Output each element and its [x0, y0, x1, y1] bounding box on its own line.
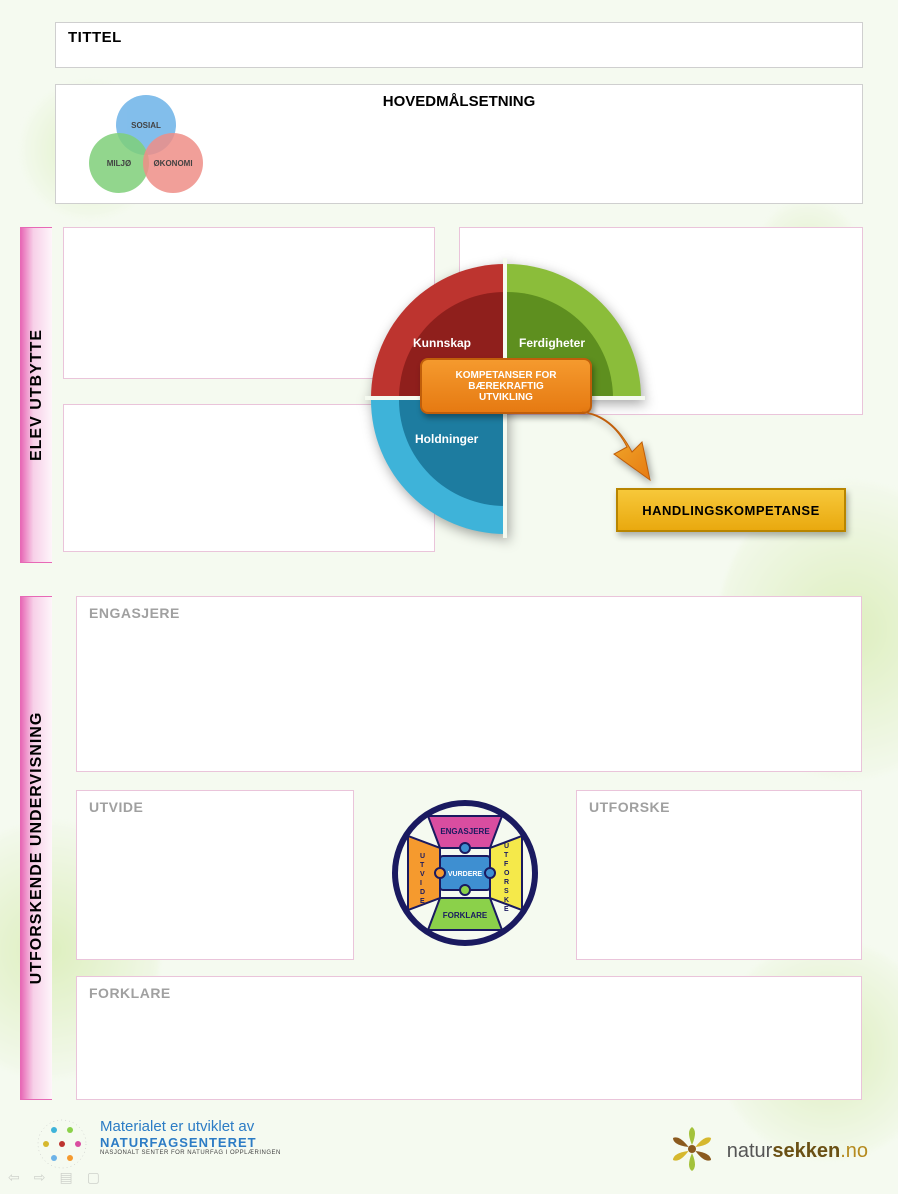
footer-left: Materialet er utviklet av NATURFAGSENTER… — [36, 1118, 281, 1170]
ns-natur: natur — [727, 1140, 773, 1162]
venn-okonomi-label: ØKONOMI — [153, 159, 192, 168]
naturfagsenteret-logo-icon — [36, 1118, 88, 1170]
svg-text:I: I — [420, 880, 422, 887]
five-e-puzzle: ENGASJERE FORKLARE VURDERE U T V I D E U… — [390, 798, 540, 948]
utforske-panel: UTFORSKE — [576, 790, 862, 960]
engasjere-panel: ENGASJERE — [76, 596, 862, 772]
forklare-title: FORKLARE — [77, 977, 861, 1009]
naturfagsenteret-logo: NATURFAGSENTERET NASJONALT SENTER FOR NA… — [100, 1135, 281, 1156]
natursekken-flower-icon — [667, 1124, 717, 1179]
hovedmal-panel: HOVEDMÅLSETNING SOSIAL MILJØ ØKONOMI — [55, 84, 863, 204]
tittel-label: TITTEL — [56, 23, 862, 52]
svg-text:E: E — [504, 906, 509, 913]
venn-okonomi: ØKONOMI — [143, 133, 203, 193]
badge-line1: KOMPETANSER FOR — [456, 370, 557, 381]
venn-miljo: MILJØ — [89, 133, 149, 193]
tab-utforskende-label: UTFORSKENDE UNDERVISNING — [28, 712, 46, 985]
ns-no: .no — [840, 1140, 868, 1162]
puzzle-center-label: VURDERE — [448, 871, 483, 878]
natursekken-text: natursekken.no — [727, 1140, 868, 1163]
footer-right: natursekken.no — [667, 1124, 868, 1179]
tab-utforskende: UTFORSKENDE UNDERVISNING — [20, 596, 52, 1100]
venn-sosial-label: SOSIAL — [131, 121, 161, 130]
badge-line3: UTVIKLING — [456, 392, 557, 403]
venn-miljo-label: MILJØ — [107, 159, 131, 168]
utvide-panel: UTVIDE — [76, 790, 354, 960]
engasjere-title: ENGASJERE — [77, 597, 861, 629]
svg-text:U: U — [420, 853, 425, 860]
pie-label-kunnskap: Kunnskap — [413, 336, 471, 350]
puzzle-top-label: ENGASJERE — [440, 827, 490, 836]
naturfagsenteret-sub: NASJONALT SENTER FOR NATURFAG I OPPLÆRIN… — [100, 1150, 281, 1156]
svg-text:T: T — [420, 862, 425, 869]
competence-badge: KOMPETANSER FOR BÆREKRAFTIG UTVIKLING — [420, 358, 592, 414]
menu-icon[interactable]: ▤ — [59, 1169, 72, 1186]
svg-text:K: K — [504, 897, 509, 904]
venn-diagram: SOSIAL MILJØ ØKONOMI — [71, 91, 221, 201]
svg-text:O: O — [504, 870, 510, 877]
next-icon[interactable]: ⇨ — [34, 1169, 46, 1186]
ns-sekken: sekken — [772, 1140, 840, 1162]
svg-text:V: V — [420, 871, 425, 878]
puzzle-bottom-label: FORKLARE — [443, 911, 488, 920]
arrow-icon — [572, 402, 662, 492]
svg-text:D: D — [420, 889, 425, 896]
utforske-title: UTFORSKE — [577, 791, 861, 823]
svg-text:F: F — [504, 861, 509, 868]
developed-by-text: Materialet er utviklet av — [100, 1118, 281, 1135]
svg-text:U: U — [504, 843, 509, 850]
utvide-title: UTVIDE — [77, 791, 353, 823]
tab-elev-utbytte-label: ELEV UTBYTTE — [28, 329, 46, 461]
slide-toolbar: ⇦ ⇨ ▤ ▢ — [8, 1169, 100, 1186]
forklare-panel: FORKLARE — [76, 976, 862, 1100]
tittel-panel: TITTEL — [55, 22, 863, 68]
svg-text:R: R — [504, 879, 509, 886]
pie-label-holdninger: Holdninger — [415, 432, 478, 446]
naturfagsenteret-name: NATURFAGSENTERET — [100, 1135, 281, 1150]
svg-text:E: E — [420, 898, 425, 905]
tab-elev-utbytte: ELEV UTBYTTE — [20, 227, 52, 563]
svg-text:T: T — [504, 852, 509, 859]
svg-text:S: S — [504, 888, 509, 895]
handlingskompetanse-button: HANDLINGSKOMPETANSE — [616, 488, 846, 532]
prev-icon[interactable]: ⇦ — [8, 1169, 20, 1186]
pie-label-ferdigheter: Ferdigheter — [519, 336, 585, 350]
present-icon[interactable]: ▢ — [87, 1169, 100, 1186]
handlingskompetanse-label: HANDLINGSKOMPETANSE — [642, 503, 820, 518]
badge-line2: BÆREKRAFTIG — [456, 381, 557, 392]
